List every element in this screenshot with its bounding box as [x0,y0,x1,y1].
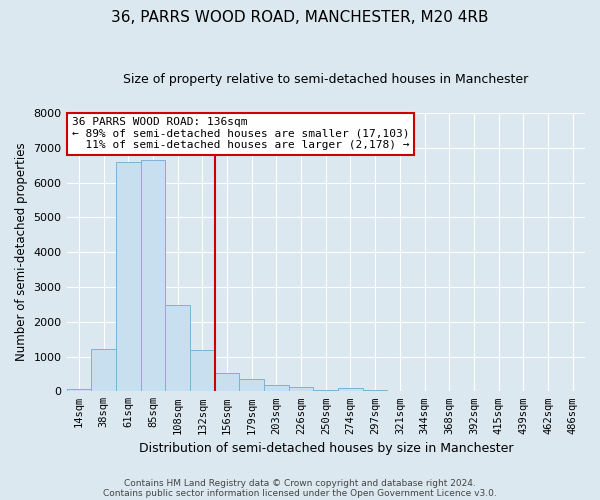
Y-axis label: Number of semi-detached properties: Number of semi-detached properties [15,143,28,362]
Bar [91,348,116,392]
Bar [338,388,363,392]
Bar [239,380,264,392]
Bar [190,350,215,392]
Bar [215,373,239,392]
Bar [140,160,165,392]
Bar [264,384,289,392]
Text: 36, PARRS WOOD ROAD, MANCHESTER, M20 4RB: 36, PARRS WOOD ROAD, MANCHESTER, M20 4RB [111,10,489,25]
Text: Contains public sector information licensed under the Open Government Licence v3: Contains public sector information licen… [103,488,497,498]
Title: Size of property relative to semi-detached houses in Manchester: Size of property relative to semi-detach… [123,72,529,86]
Text: Contains HM Land Registry data © Crown copyright and database right 2024.: Contains HM Land Registry data © Crown c… [124,478,476,488]
Bar [165,305,190,392]
Bar [363,390,388,392]
Bar [289,388,313,392]
X-axis label: Distribution of semi-detached houses by size in Manchester: Distribution of semi-detached houses by … [139,442,513,455]
Text: 36 PARRS WOOD ROAD: 136sqm
← 89% of semi-detached houses are smaller (17,103)
  : 36 PARRS WOOD ROAD: 136sqm ← 89% of semi… [72,117,409,150]
Bar [67,389,91,392]
Bar [313,390,338,392]
Bar [116,162,140,392]
